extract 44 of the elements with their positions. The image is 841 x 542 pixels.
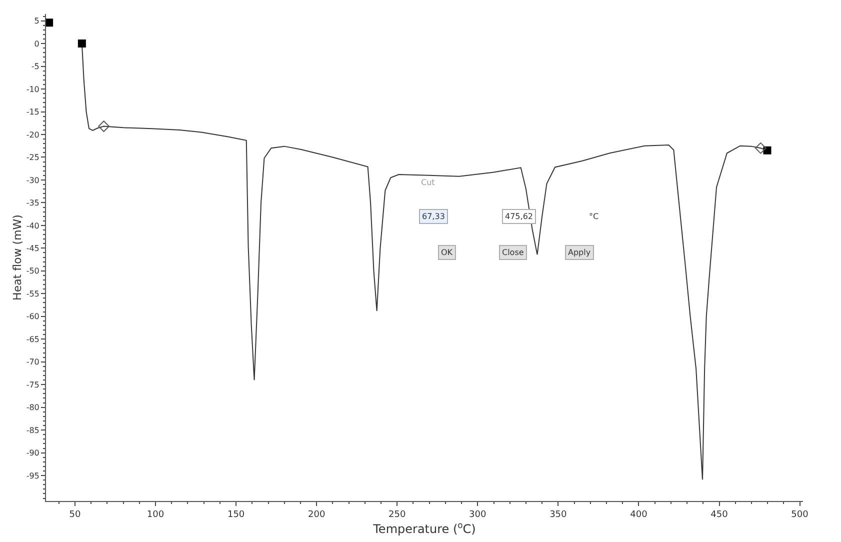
x-tick-label: 400 [630,510,648,520]
y-tick-label: 0 [34,39,40,48]
point [78,40,86,48]
x-tick-label: 450 [710,510,728,520]
x-tick-label: 500 [791,510,809,520]
x-axis-title: Temperature ($^{o}$C) [372,520,476,536]
annotation: 67,33 [422,212,445,221]
y-tick-label: -35 [26,198,40,208]
y-tick-label: -95 [26,471,40,480]
x-tick-label: 100 [146,510,164,520]
y-tick-label: -30 [26,176,40,185]
x-tick-label: 50 [69,510,81,520]
y-tick-label: -40 [26,221,40,230]
y-tick-label: -20 [26,130,40,140]
y-tick-label: -85 [26,426,40,435]
y-tick-label: -50 [26,266,40,276]
annotation: OK [441,248,454,257]
x-tick-label: 350 [550,510,568,520]
y-tick-label: -65 [26,334,40,344]
y-tick-label: -90 [26,448,40,458]
y-tick-label: -55 [26,289,40,298]
x-tick-label: 300 [469,510,487,520]
x-tick-label: 150 [227,510,245,520]
y-tick-label: -80 [26,403,40,412]
y-tick-label: -15 [26,108,40,117]
annotation: °C [589,212,599,221]
y-tick-label: -25 [26,153,40,162]
annotation: Close [502,248,524,257]
x-tick-label: 200 [308,510,326,520]
y-tick-label: -60 [26,312,40,322]
y-axis-title: Heat flow (mW) [10,214,24,300]
y-tick-label: -5 [31,62,40,72]
y-tick-label: -70 [26,358,40,367]
x-tick-label: 250 [388,510,406,520]
annotation: Cut [421,178,435,187]
annotation: Apply [568,248,591,257]
y-tick-label: -75 [26,380,40,390]
annotation: 475,62 [505,212,533,221]
point [98,120,110,132]
y-tick-label: 5 [34,16,40,26]
y-tick-label: -45 [26,244,40,253]
point [754,142,766,154]
y-tick-label: -10 [26,84,40,94]
point [46,18,54,27]
